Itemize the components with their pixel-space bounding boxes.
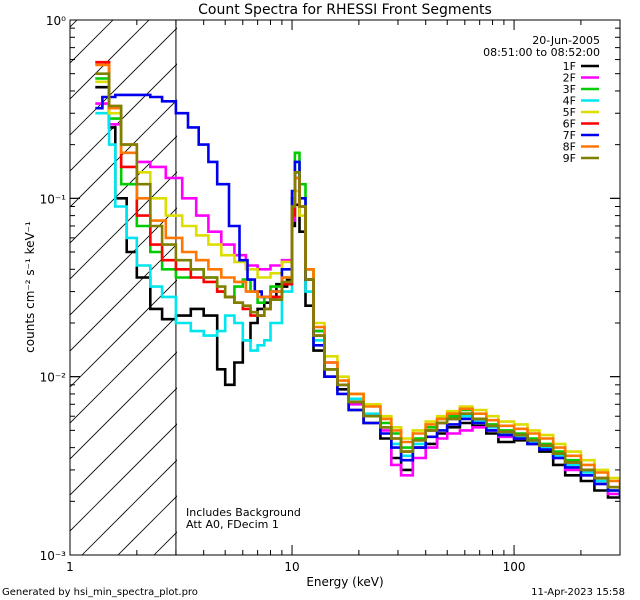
series-9f-line (95, 72, 620, 491)
y-tick-label: 10⁻³ (40, 549, 67, 563)
legend-label-8f: 8F (563, 141, 576, 154)
x-axis-label: Energy (keV) (306, 575, 383, 589)
legend-label-4f: 4F (563, 95, 576, 108)
x-tick-label: 10 (284, 560, 299, 574)
legend-label-2f: 2F (563, 72, 576, 85)
y-tick-label: 10⁻¹ (40, 192, 67, 206)
hatch-line (70, 171, 177, 280)
axis-ticks (69, 19, 621, 556)
hatch-line (70, 351, 177, 460)
y-axis-label: counts cm⁻² s⁻¹ keV⁻¹ (23, 221, 37, 353)
y-tick-label: 10⁰ (46, 14, 66, 28)
x-tick-labels: 1 10 100 (66, 560, 525, 574)
hatch-line (0, 0, 106, 555)
date-label: 20-Jun-2005 (532, 34, 600, 47)
y-tick-labels: 10⁰ 10⁻¹ 10⁻² 10⁻³ (40, 14, 67, 563)
plot-frame (69, 19, 621, 556)
hatch-line (81, 459, 177, 555)
series-7f-line (95, 93, 620, 498)
hatch-line (70, 243, 177, 352)
x-tick-label: 100 (503, 560, 526, 574)
series-layer (95, 60, 620, 499)
legend-label-3f: 3F (563, 83, 576, 96)
series-6f-line (95, 60, 620, 491)
x-tick-label: 1 (66, 560, 74, 574)
hatch-line (70, 423, 177, 532)
legend-label-1f: 1F (563, 60, 576, 73)
hatch-line (70, 207, 177, 316)
legend-label-9f: 9F (563, 152, 576, 165)
legend-label-6f: 6F (563, 118, 576, 131)
hatch-line (70, 20, 114, 64)
hatch-line (70, 20, 150, 100)
y-tick-label: 10⁻² (40, 371, 67, 385)
hatch-line (70, 387, 177, 496)
note-attenuator: Att A0, FDecim 1 (186, 518, 279, 531)
generated-by-text: Generated by hsi_min_spectra_plot.pro (2, 587, 198, 598)
hatch-line (70, 279, 177, 388)
time-range-label: 08:51:00 to 08:52:00 (483, 46, 600, 59)
hatch-line (70, 27, 177, 136)
legend-label-7f: 7F (563, 129, 576, 142)
hatched-excluded-region (0, 0, 177, 555)
chart-title: Count Spectra for RHESSI Front Segments (198, 2, 492, 18)
note-includes-background: Includes Background (186, 506, 301, 519)
timestamp-text: 11-Apr-2023 15:58 (531, 587, 625, 598)
series-8f-line (95, 63, 620, 488)
legend-label-5f: 5F (563, 106, 576, 119)
series-4f-line (95, 111, 620, 494)
hatch-line (70, 99, 177, 208)
